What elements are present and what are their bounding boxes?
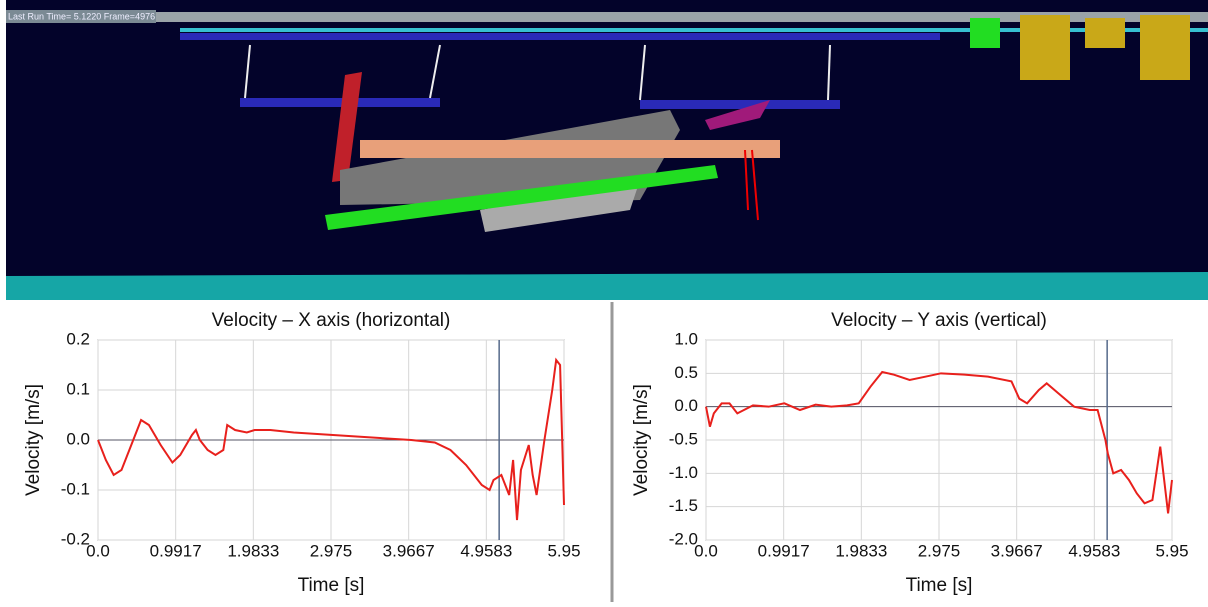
floor <box>6 272 1208 300</box>
x-tick-label: 1.9833 <box>835 541 887 560</box>
x-tick-label: 0.9917 <box>758 541 810 560</box>
x-tick-label: 3.9667 <box>383 541 435 560</box>
x-tick-label: 4.9583 <box>1068 541 1120 560</box>
y-tick-label: 0.0 <box>66 429 90 448</box>
hanger <box>827 44 831 101</box>
x-tick-label: 3.9667 <box>991 541 1043 560</box>
x-tick-label: 5.95 <box>1155 541 1188 560</box>
y-tick-label: -2.0 <box>669 529 698 548</box>
x-tick-label: 0.0 <box>86 541 110 560</box>
force-vector <box>751 149 759 221</box>
y-tick-label: -0.1 <box>61 479 90 498</box>
x-axis-title: Time [s] <box>906 575 973 596</box>
beam <box>180 33 940 40</box>
y-tick-label: 0.0 <box>674 396 698 415</box>
yellow-block <box>1140 15 1190 80</box>
carriage <box>240 98 440 107</box>
y-tick-label: 1.0 <box>674 329 698 348</box>
y-axis-title: Velocity [m/s] <box>631 384 652 496</box>
x-axis-title: Time [s] <box>298 575 365 596</box>
x-tick-label: 2.975 <box>310 541 353 560</box>
y-tick-label: -0.5 <box>669 429 698 448</box>
chart-title: Velocity – X axis (horizontal) <box>212 310 451 331</box>
data-line <box>97 357 565 521</box>
force-vector <box>744 149 749 211</box>
y-tick-label: 0.2 <box>66 329 90 348</box>
viewport-caption: Last Run Time= 5.1220 Frame=4976 <box>8 11 155 21</box>
x-tick-label: 2.975 <box>918 541 961 560</box>
y-tick-label: -1.5 <box>669 496 698 515</box>
green-block <box>970 18 1000 48</box>
chart: 0.0 0.9917 1.9833 2.975 3.9667 4.9583 5.95 -2.0… <box>631 310 1189 596</box>
x-tick-label: 5.95 <box>547 541 580 560</box>
yellow-block <box>1020 15 1070 80</box>
x-tick-label: 0.9917 <box>150 541 202 560</box>
green-beam <box>325 165 718 230</box>
hanger <box>244 44 251 99</box>
rail <box>6 12 1208 22</box>
x-tick-label: 1.9833 <box>227 541 279 560</box>
y-tick-label: -0.2 <box>61 529 90 548</box>
arm <box>332 72 362 182</box>
hanger <box>429 44 441 99</box>
y-tick-label: -1.0 <box>669 463 698 482</box>
yellow-block <box>1085 18 1125 48</box>
cable <box>180 28 1208 32</box>
magenta-part <box>705 100 770 130</box>
data-line <box>705 370 1173 514</box>
chart: 0.0 0.9917 1.9833 2.975 3.9667 4.9583 5.95 -0.2… <box>23 310 581 596</box>
hanger <box>639 44 646 101</box>
simulation-view: Last Run Time= 5.1220 Frame=4976 <box>6 0 1208 300</box>
y-axis-title: Velocity [m/s] <box>23 384 44 496</box>
x-tick-label: 4.9583 <box>460 541 512 560</box>
spreader <box>360 140 780 158</box>
y-tick-label: 0.5 <box>674 363 698 382</box>
y-tick-label: 0.1 <box>66 379 90 398</box>
carriage <box>640 100 840 109</box>
caption-bg <box>6 10 156 23</box>
chart-title: Velocity – Y axis (vertical) <box>831 310 1047 331</box>
x-tick-label: 0.0 <box>694 541 718 560</box>
